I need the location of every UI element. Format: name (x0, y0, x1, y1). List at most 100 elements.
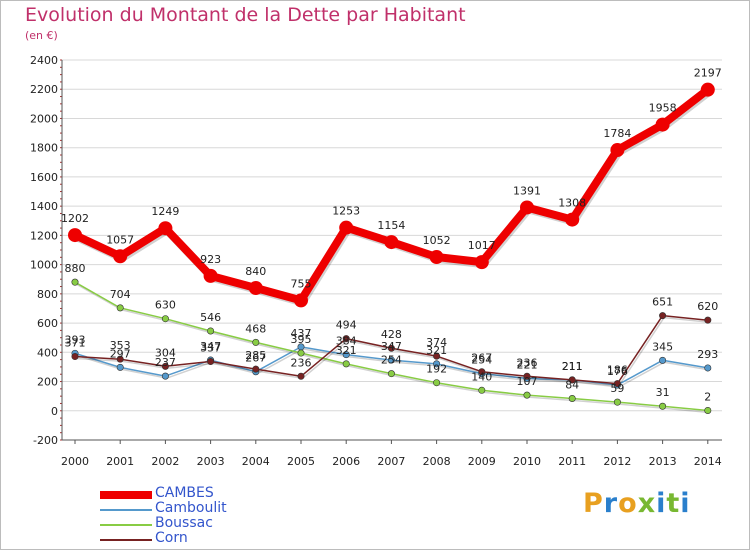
data-point (387, 344, 395, 352)
logo-letter: t (666, 488, 681, 519)
x-tick-label: 2004 (242, 455, 270, 468)
series-line-cambes (73, 86, 711, 305)
data-point (568, 376, 576, 384)
y-tick-label: 0 (51, 405, 58, 418)
data-label: 237 (155, 356, 176, 369)
x-tick-label: 2006 (332, 455, 360, 468)
data-label: 347 (200, 340, 221, 353)
data-label: 2197 (694, 67, 722, 80)
data-label: 347 (381, 340, 402, 353)
x-tick-label: 2012 (603, 455, 631, 468)
y-tick-label: 800 (37, 288, 58, 301)
data-point (297, 372, 305, 380)
data-point (568, 394, 576, 402)
x-tick-label: 2001 (106, 455, 134, 468)
data-point (342, 335, 350, 343)
data-point (655, 117, 670, 132)
data-point (565, 212, 580, 227)
data-point (429, 250, 444, 265)
data-point (659, 356, 667, 364)
data-label: 1202 (61, 212, 89, 225)
data-label: 395 (291, 333, 312, 346)
data-label: 1154 (377, 219, 405, 232)
x-tick-label: 2010 (513, 455, 541, 468)
data-label: 371 (65, 337, 86, 350)
data-point (252, 365, 260, 373)
data-point (68, 228, 82, 243)
data-point (342, 351, 350, 359)
data-label: 293 (697, 348, 718, 361)
data-label: 1784 (603, 127, 631, 140)
data-label: 236 (291, 356, 312, 369)
data-point (433, 379, 441, 387)
data-point (203, 268, 218, 283)
data-point (478, 368, 486, 376)
data-label: 236 (517, 356, 538, 369)
data-label: 267 (245, 352, 266, 365)
data-label: 84 (565, 378, 579, 391)
data-label: 107 (517, 375, 538, 388)
data-label: 353 (110, 339, 131, 352)
x-tick-label: 2009 (468, 455, 496, 468)
y-tick-label: -200 (33, 434, 58, 447)
axes: -200 0 200 400 600 800 1000 1200 1400 1600 1800 200… (30, 54, 722, 468)
data-label: 254 (471, 354, 492, 367)
x-tick-label: 2014 (694, 455, 722, 468)
legend-label: CAMBES (155, 485, 214, 501)
data-label: 1057 (106, 233, 134, 246)
data-label: 221 (517, 358, 538, 371)
data-label: 254 (381, 354, 402, 367)
data-point (478, 386, 486, 394)
data-label: 140 (471, 370, 492, 383)
data-label: 620 (697, 300, 718, 313)
data-label: 437 (291, 327, 312, 340)
data-label: 59 (610, 382, 624, 395)
data-label: 337 (200, 342, 221, 355)
data-point (342, 360, 350, 368)
data-point (474, 255, 489, 270)
data-point (161, 372, 169, 380)
data-point (116, 363, 124, 371)
x-tick-label: 2003 (197, 455, 225, 468)
data-point (704, 364, 712, 372)
data-label: 321 (426, 344, 447, 357)
legend-swatch (100, 538, 152, 541)
data-point (161, 315, 169, 323)
data-point (207, 327, 215, 335)
y-tick-label: 1400 (30, 200, 58, 213)
y-tick-label: 2000 (30, 112, 58, 125)
data-label: 546 (200, 311, 221, 324)
data-point (71, 278, 79, 286)
data-label: 494 (336, 319, 357, 332)
data-point (704, 406, 712, 414)
data-point (433, 360, 441, 368)
data-label: 630 (155, 299, 176, 312)
data-label: 880 (65, 262, 86, 275)
legend-label: Camboulit (155, 500, 227, 516)
y-tick-label: 600 (37, 317, 58, 330)
data-point (113, 249, 128, 264)
data-label: 1017 (468, 239, 496, 252)
data-point (384, 235, 399, 250)
data-label: 384 (336, 335, 357, 348)
logo-letter: P (583, 488, 604, 519)
data-label: 651 (652, 296, 673, 309)
x-tick-label: 2005 (287, 455, 315, 468)
chart-title: Evolution du Montant de la Dette par Hab… (25, 4, 466, 26)
data-point (387, 356, 395, 364)
legend-label: Corn (155, 530, 188, 546)
legend-label: Boussac (155, 515, 213, 531)
data-label: 1052 (423, 234, 451, 247)
data-label: 267 (471, 352, 492, 365)
data-point (116, 355, 124, 363)
data-label: 704 (110, 288, 131, 301)
series-lines (68, 82, 715, 414)
data-label: 176 (607, 365, 628, 378)
data-point (700, 82, 715, 97)
data-point (248, 281, 263, 295)
data-point (523, 391, 531, 399)
logo-letter: r (603, 488, 619, 519)
legend-swatch (100, 523, 152, 526)
logo-letter: i (680, 488, 691, 519)
